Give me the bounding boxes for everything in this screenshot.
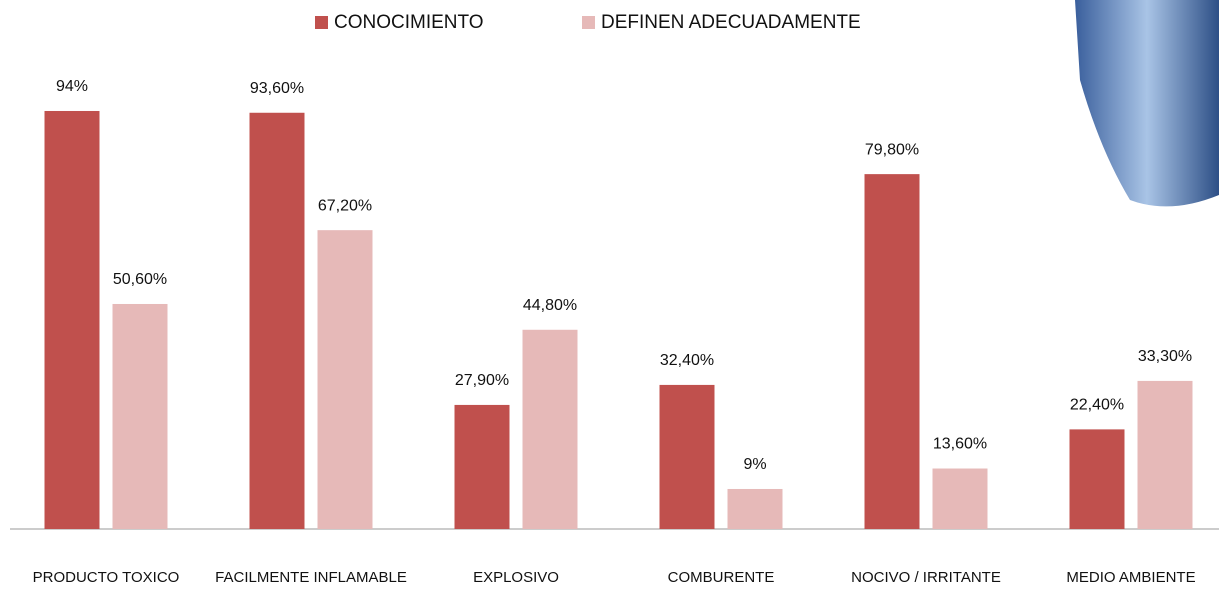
- value-label: 93,60%: [250, 80, 304, 97]
- bar: [522, 329, 578, 529]
- bar: [1137, 380, 1193, 529]
- value-label: 33,30%: [1138, 348, 1192, 365]
- x-tick-label: EXPLOSIVO: [473, 569, 559, 586]
- x-tick-label: FACILMENTE INFLAMABLE: [215, 569, 407, 586]
- value-label: 67,20%: [318, 197, 372, 214]
- decorative-can: [1075, 0, 1219, 207]
- x-tick-label: COMBURENTE: [667, 569, 775, 586]
- bar: [659, 384, 715, 529]
- value-label: 27,90%: [455, 372, 509, 389]
- legend-swatch: [582, 16, 595, 29]
- bar: [44, 110, 100, 530]
- bar: [317, 230, 373, 529]
- x-tick-label: PRODUCTO TOXICO: [32, 569, 180, 586]
- legend-swatch: [315, 16, 328, 29]
- bar: [112, 303, 168, 529]
- bar: [932, 468, 988, 529]
- value-label: 50,60%: [113, 271, 167, 288]
- value-label: 9%: [743, 456, 766, 473]
- value-label: 13,60%: [933, 436, 987, 453]
- value-label: 44,80%: [523, 297, 577, 314]
- bar: [727, 488, 783, 529]
- value-label: 94%: [56, 78, 88, 95]
- value-label: 32,40%: [660, 352, 714, 369]
- bar: [454, 404, 510, 529]
- bar: [864, 174, 920, 529]
- bar: [249, 112, 305, 529]
- legend-label: DEFINEN ADECUADAMENTE: [601, 12, 861, 33]
- value-label: 79,80%: [865, 141, 919, 158]
- bar: [1069, 429, 1125, 529]
- x-tick-label: MEDIO AMBIENTE: [1066, 569, 1196, 586]
- x-tick-label: NOCIVO / IRRITANTE: [851, 569, 1001, 586]
- value-label: 22,40%: [1070, 397, 1124, 414]
- legend-label: CONOCIMIENTO: [334, 12, 484, 33]
